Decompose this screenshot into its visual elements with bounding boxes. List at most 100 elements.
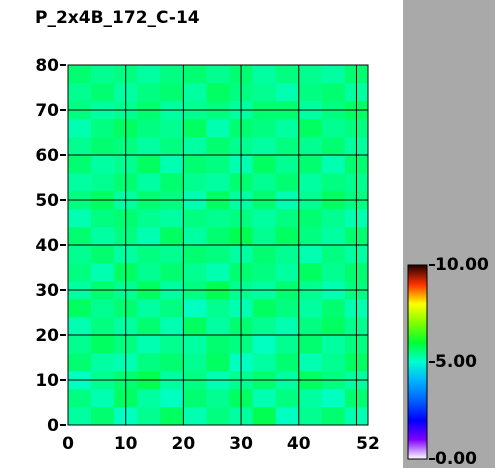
heatmap-cell — [321, 389, 346, 408]
heatmap-cell — [275, 317, 300, 336]
heatmap-cell — [183, 209, 207, 228]
heatmap-cell — [321, 353, 346, 372]
x-tick-label: 0 — [62, 434, 74, 454]
heatmap-cell — [160, 137, 184, 156]
heatmap-cell — [298, 155, 323, 174]
heatmap-cell — [160, 155, 184, 174]
heatmap-cell — [160, 263, 184, 282]
y-tick-label: 60 — [35, 146, 59, 166]
heatmap-cell — [275, 245, 300, 264]
heatmap-cell — [68, 407, 92, 426]
heatmap-cell — [68, 65, 92, 84]
heatmap-cell — [183, 335, 207, 354]
heatmap-cell — [91, 227, 115, 246]
heatmap-cell — [206, 317, 230, 336]
x-tick-label: 52 — [356, 434, 380, 454]
heatmap-cell — [298, 299, 323, 318]
heatmap-cell — [160, 227, 184, 246]
heatmap-cell — [137, 173, 161, 192]
heatmap-cell — [137, 155, 161, 174]
heatmap-cell — [252, 389, 276, 408]
heatmap-cell — [183, 83, 207, 102]
y-tick-label: 80 — [35, 56, 59, 76]
heatmap-cell — [275, 209, 300, 228]
heatmap-cell — [137, 263, 161, 282]
heatmap-cell — [298, 173, 323, 192]
heatmap-cell — [321, 173, 346, 192]
heatmap-cell — [160, 335, 184, 354]
heatmap-cell — [91, 335, 115, 354]
heatmap-cell — [183, 263, 207, 282]
y-tick-label: 30 — [35, 281, 59, 301]
heatmap-cell — [252, 407, 276, 426]
heatmap-cell — [183, 137, 207, 156]
chart-title: P_2x4B_172_C-14 — [35, 8, 200, 28]
heatmap-cell — [206, 227, 230, 246]
heatmap-cell — [68, 389, 92, 408]
heatmap-cell — [137, 335, 161, 354]
y-tick-label: 10 — [35, 371, 59, 391]
heatmap-cell — [321, 155, 346, 174]
heatmap-cell — [252, 173, 276, 192]
heatmap-cell — [321, 263, 346, 282]
heatmap-cell — [91, 137, 115, 156]
heatmap-cell — [206, 263, 230, 282]
heatmap-cell — [68, 335, 92, 354]
heatmap-cell — [137, 119, 161, 138]
heatmap-cell — [137, 227, 161, 246]
heatmap-cell — [160, 407, 184, 426]
heatmap-cell — [298, 83, 323, 102]
colorbar-tick-label: 5.00 — [435, 352, 477, 372]
heatmap-cell — [137, 353, 161, 372]
heatmap-cell — [206, 173, 230, 192]
heatmap-cell — [160, 83, 184, 102]
y-tick-label: 40 — [35, 236, 59, 256]
heatmap-cell — [206, 155, 230, 174]
heatmap-cell — [68, 353, 92, 372]
heatmap-cell — [206, 65, 230, 84]
y-tick-label: 50 — [35, 191, 59, 211]
heatmap-cell — [68, 227, 92, 246]
heatmap-cell — [137, 407, 161, 426]
heatmap-cell — [91, 65, 115, 84]
heatmap-cell — [275, 227, 300, 246]
heatmap-cell — [275, 155, 300, 174]
heatmap-cell — [137, 83, 161, 102]
heatmap-cell — [183, 299, 207, 318]
heatmap-cell — [206, 335, 230, 354]
heatmap-cell — [160, 119, 184, 138]
heatmap-cell — [252, 245, 276, 264]
heatmap-cell — [206, 137, 230, 156]
heatmap-cell — [321, 83, 346, 102]
heatmap-cell — [183, 155, 207, 174]
heatmap-cell — [68, 209, 92, 228]
heatmap-cell — [183, 65, 207, 84]
heatmap-cell — [68, 83, 92, 102]
heatmap-cell — [275, 65, 300, 84]
heatmap-cell — [206, 389, 230, 408]
heatmap-cell — [298, 65, 323, 84]
heatmap-cell — [321, 209, 346, 228]
heatmap-cell — [298, 335, 323, 354]
heatmap-cell — [160, 245, 184, 264]
heatmap-cell — [298, 407, 323, 426]
heatmap-cell — [137, 209, 161, 228]
heatmap-cell — [275, 299, 300, 318]
heatmap-cell — [206, 119, 230, 138]
y-tick-label: 20 — [35, 326, 59, 346]
heatmap-cell — [298, 389, 323, 408]
heatmap-cell — [298, 245, 323, 264]
heatmap-cell — [160, 65, 184, 84]
heatmap-cell — [160, 299, 184, 318]
heatmap-cell — [206, 209, 230, 228]
heatmap-cell — [321, 245, 346, 264]
heatmap-cell — [137, 65, 161, 84]
heatmap-cell — [137, 137, 161, 156]
heatmap-cell — [275, 407, 300, 426]
plot-frame — [67, 64, 369, 426]
heatmap-cell — [298, 353, 323, 372]
heatmap-cell — [183, 119, 207, 138]
heatmap-cell — [252, 317, 276, 336]
heatmap-cell — [321, 227, 346, 246]
heatmap-cell — [275, 335, 300, 354]
